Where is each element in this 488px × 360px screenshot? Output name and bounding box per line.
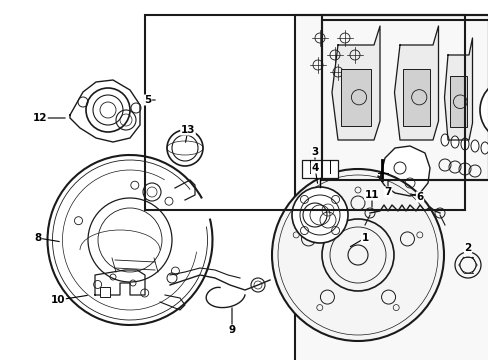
Ellipse shape <box>289 187 349 243</box>
Text: 4: 4 <box>311 163 318 173</box>
Bar <box>340 69 370 126</box>
Circle shape <box>291 187 347 243</box>
Ellipse shape <box>480 142 488 154</box>
Text: 3: 3 <box>311 147 318 157</box>
Text: 12: 12 <box>33 113 47 123</box>
Text: 2: 2 <box>464 243 470 253</box>
Ellipse shape <box>440 134 448 146</box>
Bar <box>449 76 467 127</box>
Polygon shape <box>394 26 438 140</box>
Text: 8: 8 <box>34 233 41 243</box>
Bar <box>321 20 488 180</box>
Ellipse shape <box>460 138 468 150</box>
Bar <box>145 15 464 210</box>
Text: 9: 9 <box>228 325 235 335</box>
Polygon shape <box>444 38 471 140</box>
Polygon shape <box>377 146 429 196</box>
Text: 7: 7 <box>384 187 391 197</box>
Ellipse shape <box>450 136 458 148</box>
Bar <box>302 160 337 178</box>
Bar <box>321 15 488 180</box>
Bar <box>294 15 488 360</box>
Text: 10: 10 <box>51 295 65 305</box>
Polygon shape <box>331 26 379 140</box>
Text: 11: 11 <box>364 190 379 200</box>
Circle shape <box>271 169 443 341</box>
Text: 5: 5 <box>144 95 151 105</box>
Text: 1: 1 <box>361 233 368 243</box>
Ellipse shape <box>470 140 478 152</box>
Bar <box>402 69 429 126</box>
Bar <box>100 287 110 297</box>
Ellipse shape <box>479 75 488 145</box>
Text: 6: 6 <box>415 192 423 202</box>
Text: 13: 13 <box>181 125 195 135</box>
Polygon shape <box>70 80 140 142</box>
